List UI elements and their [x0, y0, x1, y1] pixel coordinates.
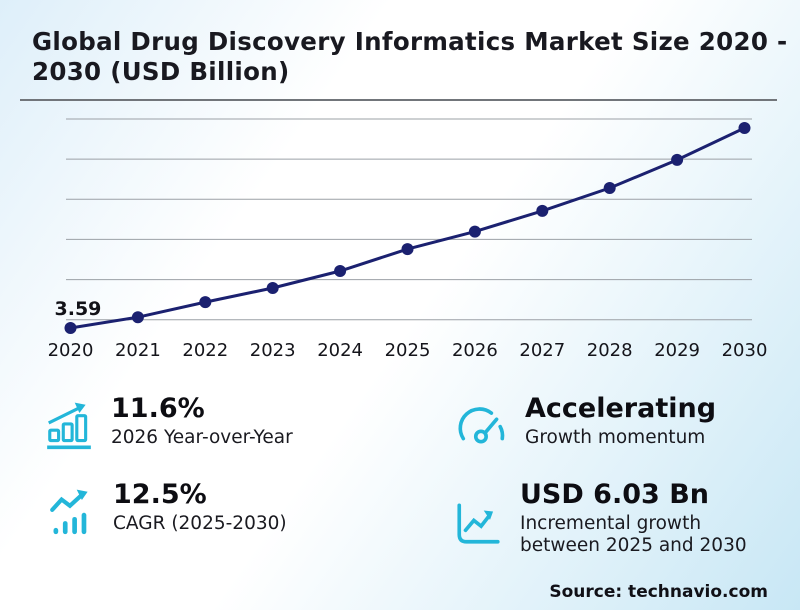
title-divider — [20, 99, 777, 101]
svg-text:2029: 2029 — [654, 340, 700, 361]
svg-text:2021: 2021 — [115, 340, 161, 361]
svg-text:2028: 2028 — [587, 340, 633, 361]
source-credit: Source: technavio.com — [549, 582, 768, 602]
stat-momentum: Accelerating Growth momentum — [456, 394, 716, 449]
stat-yoy-label: 2026 Year-over-Year — [111, 427, 293, 449]
growth-bar-chart-icon — [44, 399, 94, 451]
speedometer-icon — [456, 403, 508, 449]
svg-text:2025: 2025 — [385, 340, 431, 361]
svg-text:3.59: 3.59 — [55, 298, 102, 320]
stat-yoy-value: 11.6% — [111, 393, 205, 424]
stat-incremental-label: Incremental growth between 2025 and 2030 — [520, 513, 747, 556]
stat-momentum-label: Growth momentum — [525, 427, 706, 449]
line-chart-svg: 2020 2021 2022 2023 2024 2025 2026 2027 2028 2029… — [48, 118, 768, 361]
trend-bars-icon — [48, 487, 96, 537]
svg-text:2027: 2027 — [519, 340, 565, 361]
market-size-line-chart: 2020 2021 2022 2023 2024 2025 2026 2027 2028 2029… — [0, 93, 800, 368]
stat-cagr: 12.5% CAGR (2025-2030) — [48, 480, 287, 537]
svg-text:2026: 2026 — [452, 340, 498, 361]
stat-yoy: 11.6% 2026 Year-over-Year — [44, 394, 293, 451]
stat-cagr-value: 12.5% — [113, 479, 207, 510]
svg-text:2024: 2024 — [317, 340, 363, 361]
svg-text:2022: 2022 — [182, 340, 228, 361]
svg-text:2020: 2020 — [48, 340, 94, 361]
page-title: Global Drug Discovery Informatics Market… — [32, 27, 788, 86]
framed-trend-icon — [453, 498, 503, 556]
stat-cagr-label: CAGR (2025-2030) — [113, 513, 287, 535]
svg-text:2030: 2030 — [722, 340, 768, 361]
svg-text:2023: 2023 — [250, 340, 296, 361]
stat-incremental-value: USD 6.03 Bn — [520, 479, 709, 510]
stat-momentum-value: Accelerating — [525, 393, 717, 424]
stat-incremental: USD 6.03 Bn Incremental growth between 2… — [453, 480, 755, 556]
